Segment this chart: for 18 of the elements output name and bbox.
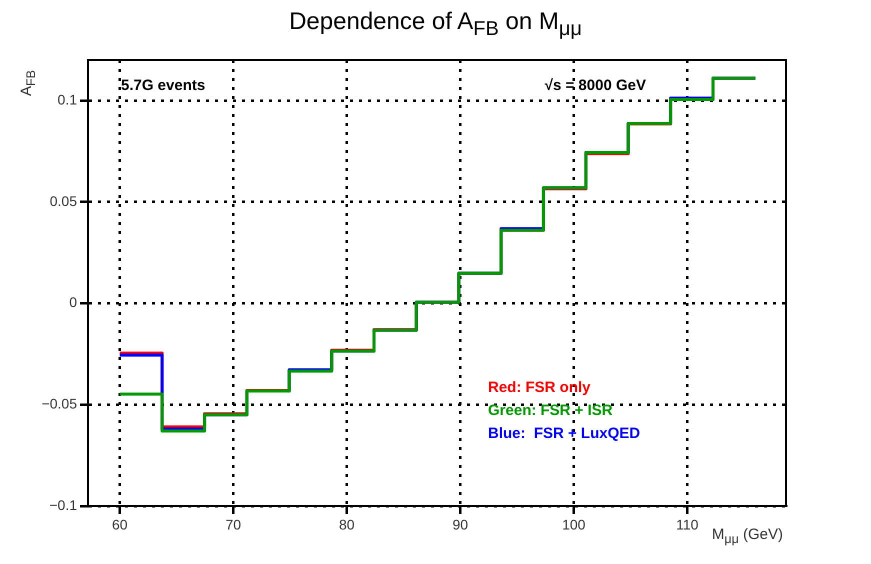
x-tick-label: 90 — [452, 516, 468, 532]
x-tick-label: 110 — [676, 516, 699, 532]
text: Blue: FSR + LuxQED — [488, 425, 640, 442]
x-axis-title: M$_{μμ}$ (GeV) — [712, 526, 783, 546]
y-tick-label: −0.05 — [42, 395, 78, 412]
y-tick-label: 0.1 — [58, 91, 78, 108]
x-tick-label: 80 — [338, 516, 355, 532]
annotation: 5.7G events — [121, 77, 206, 94]
y-tick-label: 0 — [69, 294, 78, 310]
x-tick-label: 70 — [225, 516, 242, 532]
y-tick-label: 0.05 — [50, 192, 78, 209]
chart-title: Dependence of A$_{FB}$ on M$_{μμ}$ — [288, 8, 583, 41]
y-tick-label: −0.1 — [49, 496, 78, 513]
x-tick-label: 100 — [562, 516, 586, 532]
text: Red: FSR only — [488, 379, 592, 396]
text: Green: FSR + ISR — [488, 402, 613, 420]
annotation: √s = 8000 GeV — [544, 77, 646, 94]
x-tick-label: 60 — [112, 516, 128, 532]
